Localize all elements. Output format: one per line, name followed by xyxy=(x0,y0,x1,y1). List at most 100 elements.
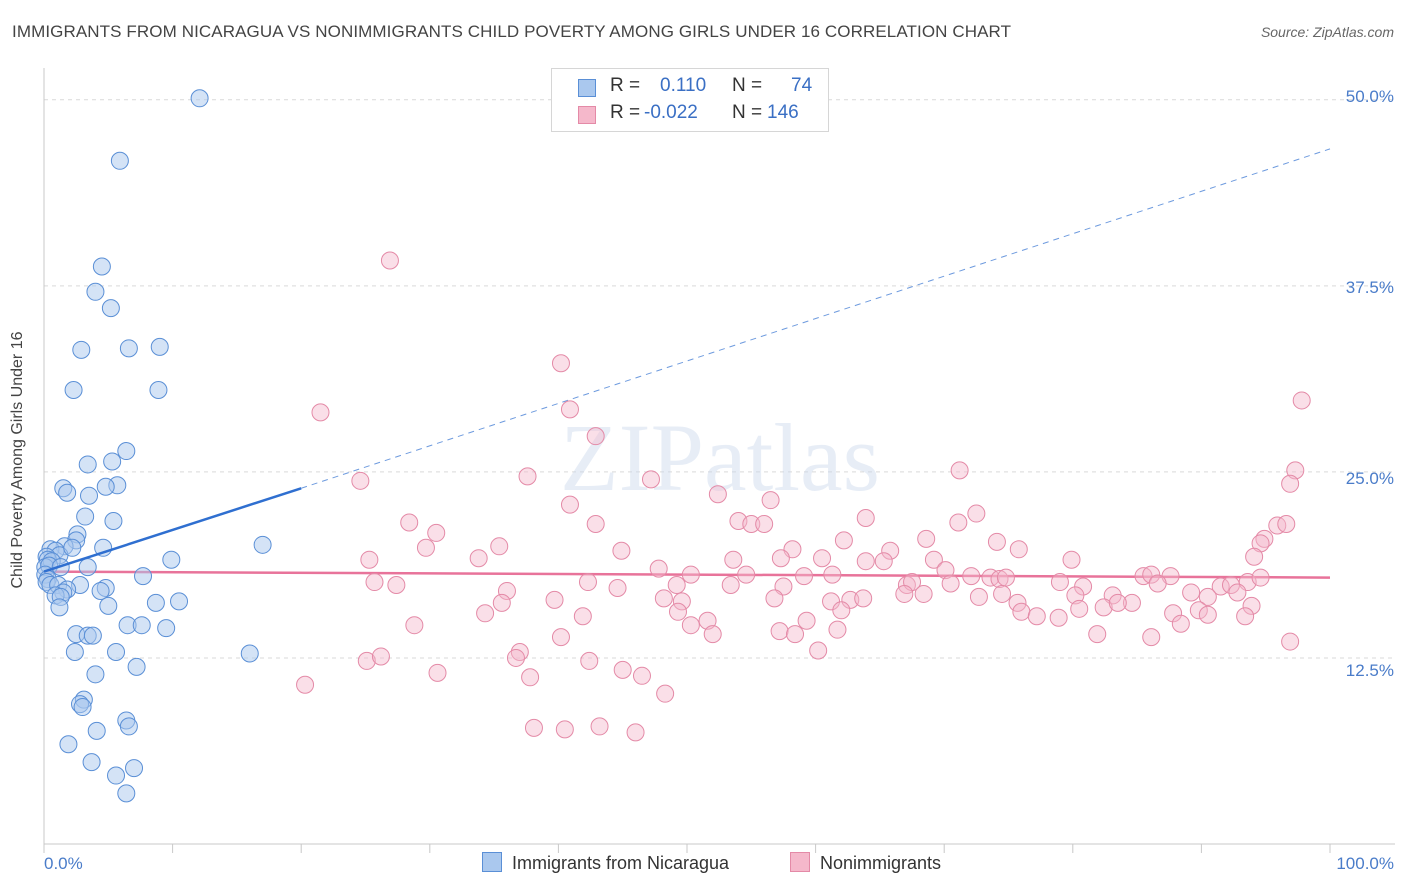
data-point-immigrants xyxy=(91,581,110,600)
data-point-nonimmigrants xyxy=(590,717,609,736)
blue-swatch-icon xyxy=(578,79,596,97)
legend-item-immigrants[interactable]: Immigrants from Nicaragua xyxy=(482,852,729,874)
data-point-nonimmigrants xyxy=(993,584,1012,603)
data-point-nonimmigrants xyxy=(1094,598,1113,617)
data-point-nonimmigrants xyxy=(612,541,631,560)
legend-item-nonimmigrants[interactable]: Nonimmigrants xyxy=(790,852,941,874)
data-point-nonimmigrants xyxy=(1189,601,1208,620)
pink-swatch-icon xyxy=(790,852,810,872)
data-point-immigrants xyxy=(99,596,118,615)
data-point-nonimmigrants xyxy=(371,647,390,666)
data-point-nonimmigrants xyxy=(1171,614,1190,633)
data-point-immigrants xyxy=(83,626,102,645)
data-point-nonimmigrants xyxy=(613,660,632,679)
data-point-nonimmigrants xyxy=(573,607,592,626)
data-point-nonimmigrants xyxy=(497,581,516,600)
data-point-immigrants xyxy=(157,619,176,638)
data-point-nonimmigrants xyxy=(761,491,780,510)
data-point-nonimmigrants xyxy=(941,574,960,593)
data-point-nonimmigrants xyxy=(895,584,914,603)
data-point-immigrants xyxy=(101,299,120,318)
data-point-nonimmigrants xyxy=(490,537,509,556)
data-point-nonimmigrants xyxy=(834,531,853,550)
data-point-nonimmigrants xyxy=(1008,593,1027,612)
data-point-immigrants xyxy=(96,477,115,496)
data-point-nonimmigrants xyxy=(1281,474,1300,493)
data-point-immigrants xyxy=(107,642,126,661)
data-point-immigrants xyxy=(92,257,111,276)
y-tick-50: 50.0% xyxy=(1345,87,1394,106)
data-point-nonimmigrants xyxy=(765,589,784,608)
r-value-nonimmigrants: -0.022 xyxy=(644,102,698,123)
trend-lines xyxy=(43,148,1331,579)
data-point-nonimmigrants xyxy=(856,509,875,528)
data-point-nonimmigrants xyxy=(936,561,955,580)
data-point-nonimmigrants xyxy=(1049,608,1068,627)
stats-box: R = 0.110 N = 74 R = -0.022 N = 146 xyxy=(551,68,829,132)
data-point-nonimmigrants xyxy=(1182,583,1201,602)
r-label: R = xyxy=(610,102,641,123)
data-point-nonimmigrants xyxy=(841,590,860,609)
data-point-nonimmigrants xyxy=(506,648,525,667)
data-point-nonimmigrants xyxy=(1198,605,1217,624)
data-point-immigrants xyxy=(119,339,138,358)
data-point-immigrants xyxy=(150,337,169,356)
data-point-immigrants xyxy=(162,550,181,569)
data-point-immigrants xyxy=(125,759,144,778)
data-point-nonimmigrants xyxy=(914,584,933,603)
data-point-nonimmigrants xyxy=(1164,604,1183,623)
data-point-nonimmigrants xyxy=(380,251,399,270)
data-point-nonimmigrants xyxy=(1236,607,1255,626)
data-point-immigrants xyxy=(76,507,95,526)
data-point-nonimmigrants xyxy=(1134,567,1153,586)
data-point-immigrants xyxy=(59,735,78,754)
data-point-nonimmigrants xyxy=(856,552,875,571)
data-point-immigrants xyxy=(80,486,99,505)
data-point-nonimmigrants xyxy=(608,578,627,597)
y-tick-12-5: 12.5% xyxy=(1345,661,1394,680)
axes xyxy=(43,68,1395,853)
data-point-nonimmigrants xyxy=(1292,391,1311,410)
data-point-nonimmigrants xyxy=(667,576,686,595)
data-point-nonimmigrants xyxy=(551,628,570,647)
data-point-nonimmigrants xyxy=(854,589,873,608)
data-point-immigrants xyxy=(87,721,106,740)
data-point-immigrants xyxy=(127,657,146,676)
data-point-nonimmigrants xyxy=(708,485,727,504)
data-point-nonimmigrants xyxy=(813,549,832,568)
data-point-nonimmigrants xyxy=(400,513,419,532)
data-point-nonimmigrants xyxy=(1286,461,1305,480)
legend-label-immigrants: Immigrants from Nicaragua xyxy=(512,853,730,873)
data-point-immigrants xyxy=(110,151,129,170)
data-point-immigrants xyxy=(119,717,138,736)
n-label: N = xyxy=(732,102,763,123)
data-point-nonimmigrants xyxy=(416,538,435,557)
data-point-nonimmigrants xyxy=(476,604,495,623)
stats-row-immigrants: R = 0.110 N = 74 xyxy=(552,75,828,101)
y-tick-37-5: 37.5% xyxy=(1345,278,1394,297)
data-point-immigrants xyxy=(64,381,83,400)
data-point-immigrants xyxy=(253,535,272,554)
x-tick-0: 0.0% xyxy=(44,854,83,873)
pink-swatch-icon xyxy=(578,106,596,124)
data-point-immigrants xyxy=(132,616,151,635)
data-point-nonimmigrants xyxy=(828,620,847,639)
data-point-nonimmigrants xyxy=(809,641,828,660)
data-point-nonimmigrants xyxy=(1142,565,1161,584)
trend-line-nonimmigrants xyxy=(43,570,1331,579)
data-point-nonimmigrants xyxy=(969,587,988,606)
data-point-nonimmigrants xyxy=(545,590,564,609)
data-point-immigrants xyxy=(86,282,105,301)
data-point-nonimmigrants xyxy=(755,514,774,533)
data-point-nonimmigrants xyxy=(1198,587,1217,606)
data-point-nonimmigrants xyxy=(698,611,717,630)
chart-title: IMMIGRANTS FROM NICARAGUA VS NONIMMIGRAN… xyxy=(12,22,1012,41)
data-point-nonimmigrants xyxy=(492,593,511,612)
data-point-nonimmigrants xyxy=(881,541,900,560)
data-point-nonimmigrants xyxy=(580,651,599,670)
data-point-nonimmigrants xyxy=(737,565,756,584)
data-point-nonimmigrants xyxy=(365,573,384,592)
data-point-immigrants xyxy=(73,698,92,717)
data-point-immigrants xyxy=(149,381,168,400)
